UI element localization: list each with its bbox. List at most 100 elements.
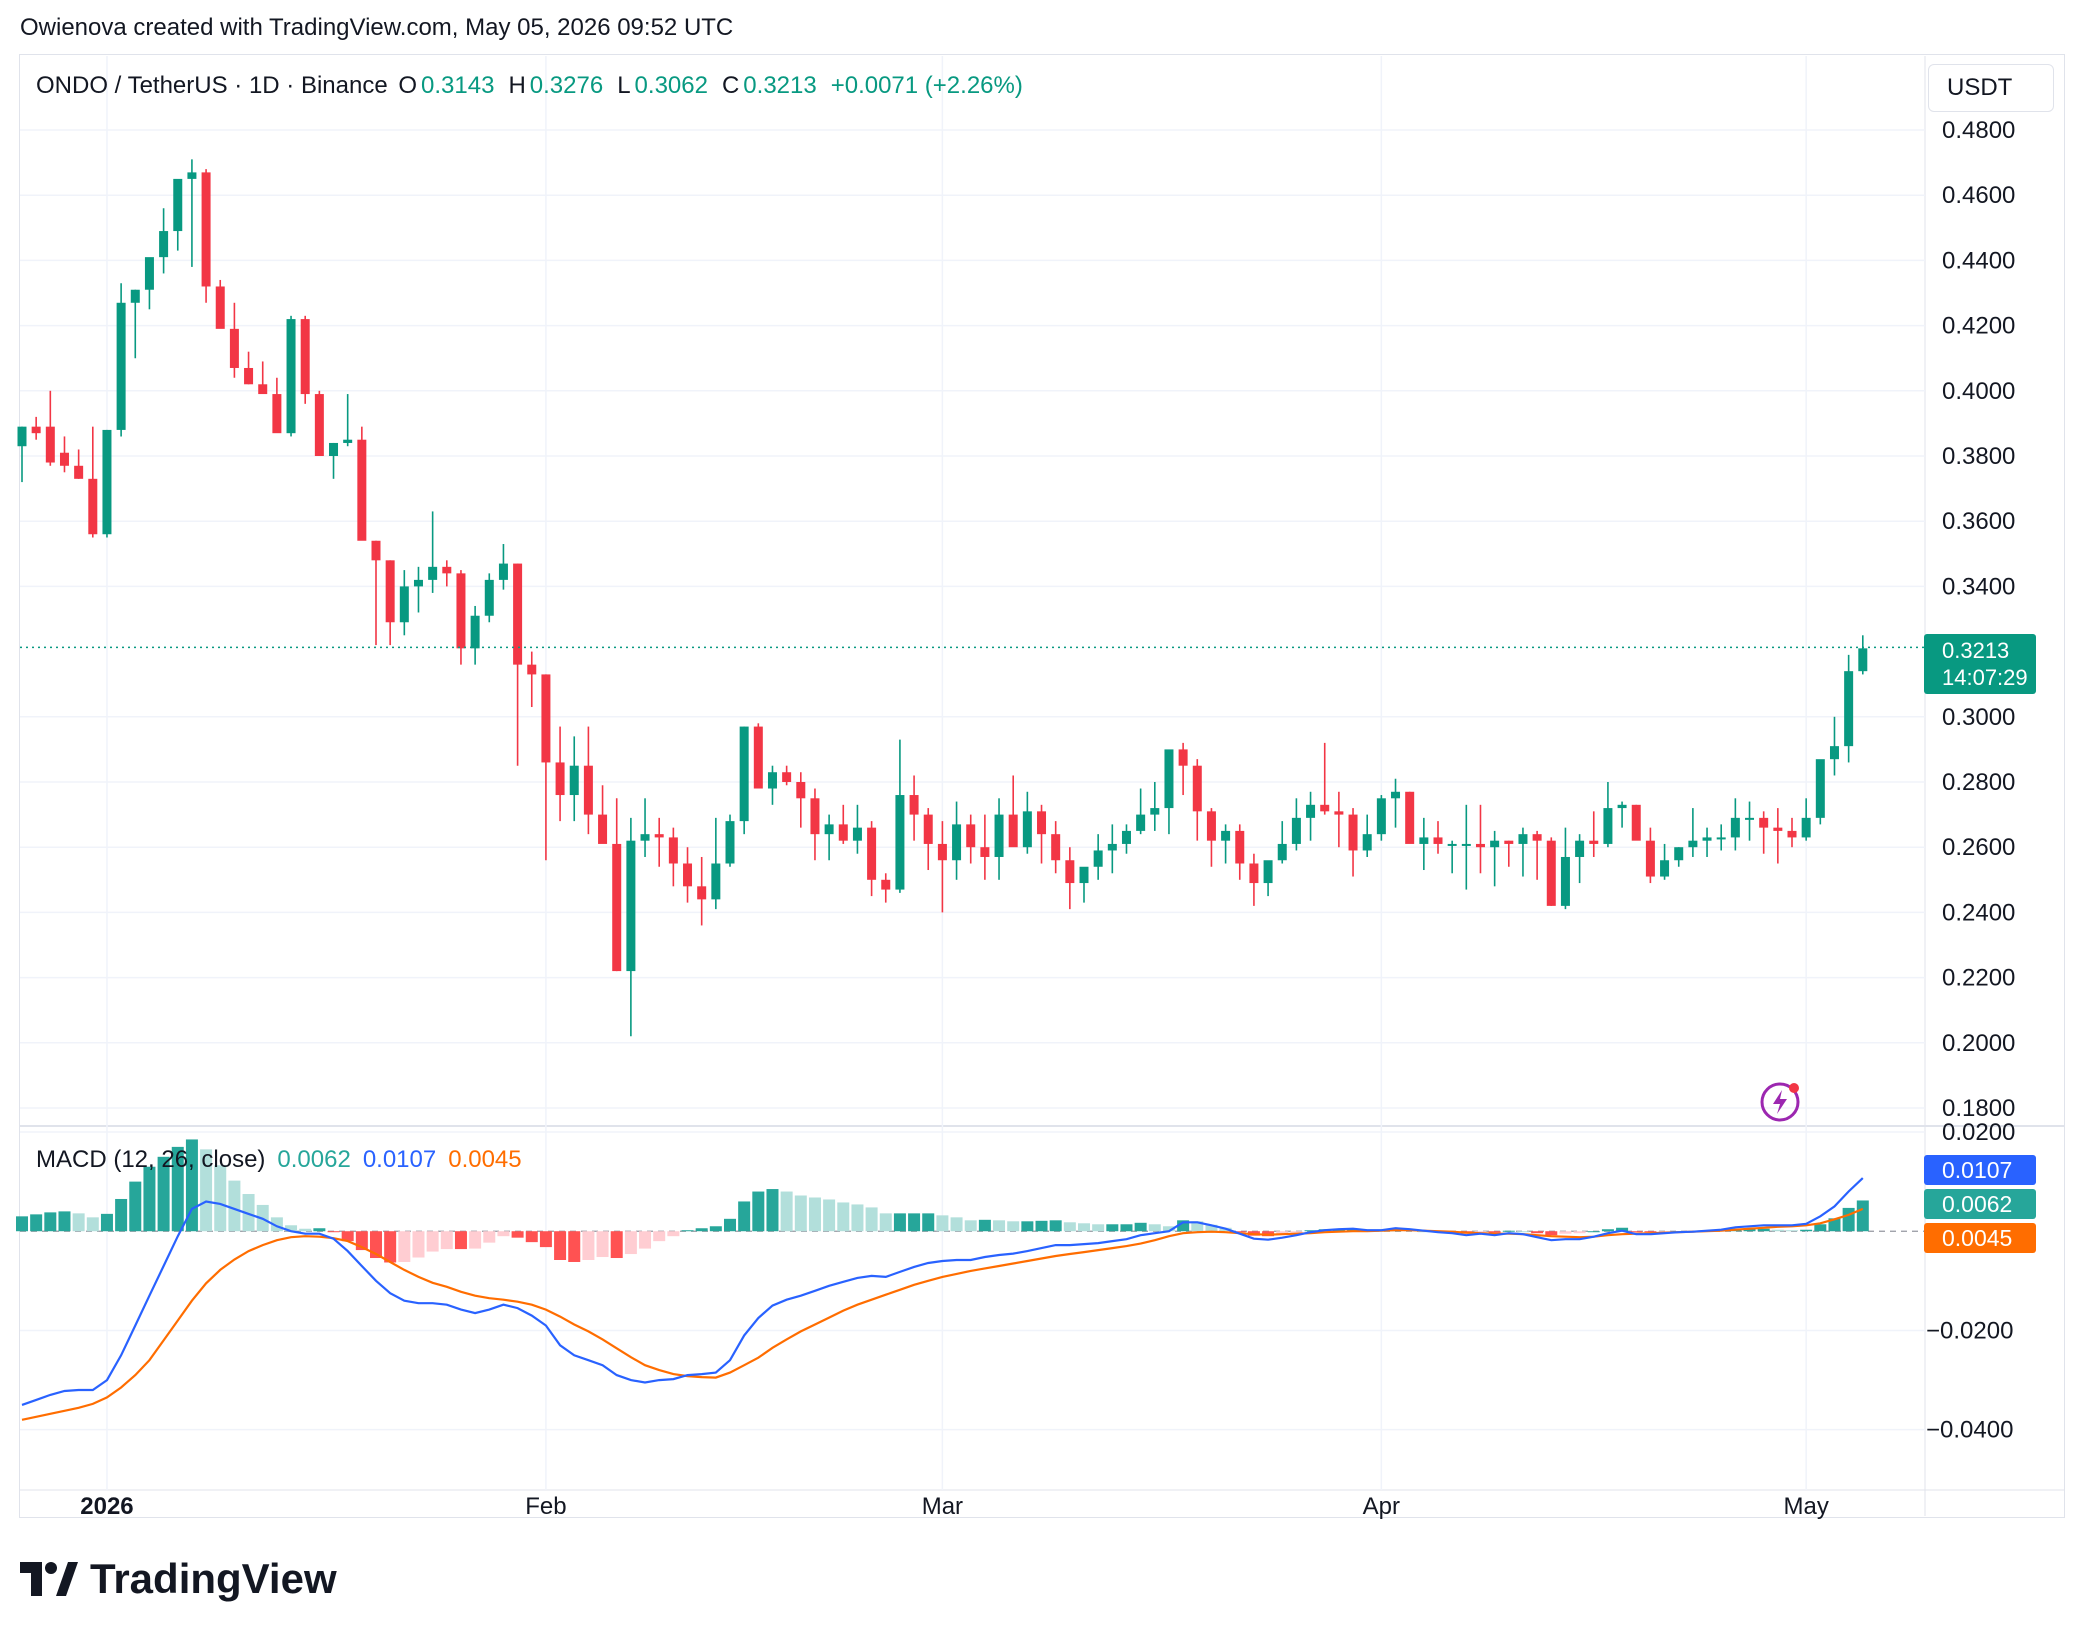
price-tick-label: 0.3400 [1942, 573, 2015, 600]
candle-body [683, 863, 693, 887]
candle-body [329, 442, 339, 456]
candle-body [173, 178, 183, 232]
candle-body [824, 824, 834, 835]
candle-body [1645, 840, 1655, 877]
macd-histogram-bar [1488, 1231, 1501, 1233]
macd-histogram-bar [1743, 1228, 1756, 1232]
candle-body [88, 478, 98, 535]
macd-histogram-bar [1177, 1220, 1190, 1232]
macd-histogram-bar [667, 1231, 680, 1237]
price-tick-label: 0.3000 [1942, 704, 2015, 731]
candle-body [300, 319, 310, 395]
candle-body [1603, 808, 1613, 844]
macd-histogram-bar [1092, 1224, 1105, 1232]
candle-body [1490, 840, 1500, 848]
macd-histogram-bar [100, 1213, 113, 1232]
macd-histogram-bar [1800, 1229, 1813, 1232]
symbol-label[interactable]: ONDO / TetherUS · 1D · Binance [36, 72, 388, 99]
high-label: H [508, 72, 526, 99]
candle-body [59, 452, 69, 466]
candle-body [498, 563, 508, 580]
candle-body [413, 579, 423, 587]
candle-body [286, 319, 296, 434]
candle-body [1560, 856, 1570, 906]
price-tick-label: 0.1800 [1942, 1095, 2015, 1122]
change-value: +0.0071 (+2.26%) [830, 72, 1023, 99]
candle-body [399, 586, 409, 623]
macd-histogram-bar [1035, 1220, 1048, 1232]
macd-tick-label: −0.0200 [1926, 1317, 2013, 1344]
macd-histogram-bar [511, 1231, 524, 1238]
brand-name: TradingView [90, 1555, 337, 1602]
macd-histogram-bar [554, 1231, 567, 1260]
candle-body [1405, 791, 1415, 844]
candle-body [1022, 811, 1032, 848]
price-tick-label: 0.4400 [1942, 247, 2015, 274]
price-tick-label: 0.2800 [1942, 769, 2015, 796]
macd-histogram-bar [58, 1211, 71, 1232]
candle-body [1164, 749, 1174, 809]
macd-signal-badge: 0.0045 [1924, 1223, 2036, 1253]
macd-histogram-bar [157, 1156, 170, 1232]
last-price-badge: 0.3213 14:07:29 [1924, 634, 2036, 694]
macd-line [21, 1177, 1864, 1406]
candle-body [937, 843, 947, 861]
macd-histogram-bar [1814, 1224, 1827, 1232]
macd-histogram-bar [525, 1231, 538, 1243]
macd-histogram-bar [1078, 1223, 1090, 1232]
last-price-value: 0.3213 [1942, 638, 2010, 663]
macd-histogram-bar [794, 1195, 807, 1232]
candle-body [1221, 830, 1231, 841]
price-tick-label: 0.4200 [1942, 313, 2015, 340]
macd-histogram-bar [610, 1231, 623, 1259]
countdown-value: 14:07:29 [1942, 665, 2028, 690]
macd-histogram-bar [341, 1231, 354, 1242]
macd-histogram-bar [922, 1213, 935, 1232]
snapshot-lightning-icon[interactable] [1760, 1080, 1806, 1131]
macd-histogram-bar [1106, 1224, 1119, 1232]
macd-histogram-bar [1757, 1228, 1770, 1232]
macd-histogram-bar [384, 1231, 397, 1263]
macd-histogram-bar [993, 1220, 1006, 1232]
price-tick-label: 0.3600 [1942, 508, 2015, 535]
candle-body [258, 384, 268, 395]
macd-histogram-bar [1587, 1231, 1600, 1233]
price-tick-label: 0.4600 [1942, 182, 2015, 209]
tradingview-logo[interactable]: TradingView [20, 1555, 337, 1603]
candle-body [1107, 843, 1117, 851]
macd-histogram-bar [1828, 1218, 1841, 1232]
macd-histogram-bar [1205, 1224, 1218, 1232]
candle-body [1518, 834, 1528, 844]
macd-histogram-bar [16, 1216, 28, 1232]
currency-button[interactable]: USDT [1928, 64, 2054, 112]
candle-body [697, 886, 707, 900]
price-legend: ONDO / TetherUS · 1D · Binance O 0.3143 H 0… [36, 72, 1037, 100]
macd-histogram-bar [653, 1231, 666, 1242]
candle-body [782, 772, 792, 782]
macd-histogram-bar [1049, 1220, 1062, 1232]
candle-body [612, 843, 622, 972]
candle-body [1532, 834, 1542, 841]
time-tick-label: Mar [922, 1493, 963, 1520]
macd-histogram-bar [1290, 1231, 1303, 1233]
macd-histogram-bar [766, 1189, 779, 1232]
candle-body [442, 566, 452, 574]
low-label: L [617, 72, 631, 99]
candle-body [1829, 746, 1839, 760]
macd-title[interactable]: MACD (12, 26, close) [36, 1146, 266, 1173]
candle-body [1192, 765, 1202, 812]
macd-histogram-bar [1616, 1227, 1629, 1232]
candle-body [1858, 648, 1868, 672]
open-label: O [398, 72, 418, 99]
price-tick-label: 0.2600 [1942, 834, 2015, 861]
candle-body [668, 837, 678, 864]
macd-histogram-bar [808, 1197, 821, 1232]
macd-histogram-bar [1771, 1229, 1784, 1232]
macd-hist-value: 0.0062 [277, 1146, 351, 1173]
candle-body [513, 563, 523, 665]
macd-histogram-bar [143, 1166, 156, 1232]
candle-body [1093, 850, 1103, 867]
macd-histogram-bar [879, 1213, 892, 1232]
macd-histogram-bar [299, 1228, 312, 1232]
